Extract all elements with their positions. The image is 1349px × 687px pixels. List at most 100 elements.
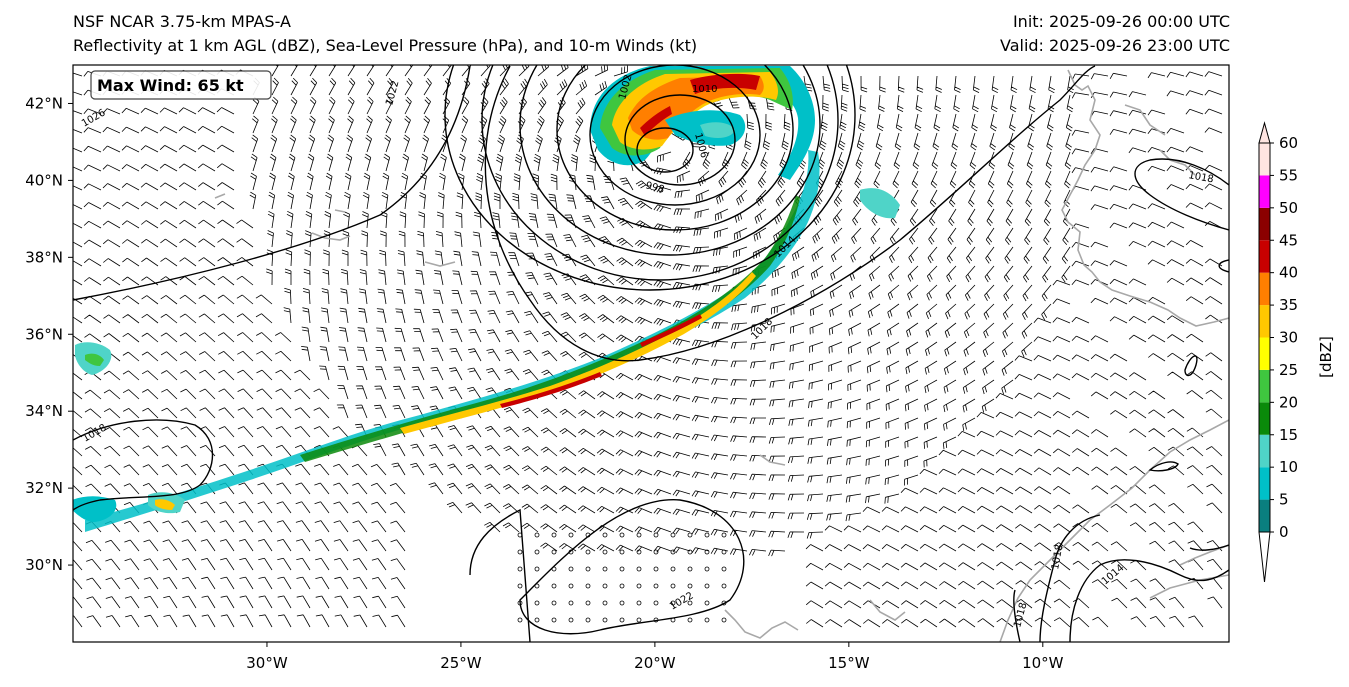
calm-wind-marker <box>568 600 574 606</box>
svg-text:1018: 1018 <box>1050 544 1065 571</box>
calm-wind-marker <box>670 549 676 555</box>
lat-tick-label: 32°N <box>25 479 63 497</box>
calm-wind-marker <box>704 566 710 572</box>
calm-wind-marker <box>517 617 523 623</box>
calm-wind-marker <box>551 600 557 606</box>
calm-wind-marker <box>636 549 642 555</box>
calm-wind-marker <box>670 600 676 606</box>
cyclone-reflectivity <box>590 66 815 180</box>
calm-wind-marker <box>636 583 642 589</box>
longitude-axis: 30°W 25°W 20°W 15°W 10°W <box>246 642 1064 672</box>
colorbar-tick-label: 10 <box>1279 458 1298 476</box>
colorbar-bin <box>1259 337 1270 370</box>
calm-wind-marker <box>517 566 523 572</box>
wind-barb-lines <box>73 65 1223 628</box>
calm-wind-marker <box>687 600 693 606</box>
colorbar-tick-label: 30 <box>1279 329 1298 347</box>
calm-wind-marker <box>551 549 557 555</box>
calm-wind-marker <box>721 566 727 572</box>
coastlines <box>214 69 1229 642</box>
calm-wind-marker <box>687 583 693 589</box>
colorbar-tick-label: 55 <box>1279 166 1298 184</box>
reflectivity-band <box>73 150 900 532</box>
calm-wind-marker <box>551 617 557 623</box>
calm-wind-marker <box>517 549 523 555</box>
calm-wind-marker <box>585 583 591 589</box>
colorbar-bin <box>1259 434 1270 468</box>
calm-wind-marker <box>585 566 591 572</box>
lat-tick-label: 42°N <box>25 94 63 112</box>
colorbar-tick-label: 35 <box>1279 296 1298 314</box>
calm-wind-marker <box>534 549 540 555</box>
calm-wind-marker <box>534 566 540 572</box>
calm-wind-marker <box>636 532 642 538</box>
calm-wind-marker <box>687 566 693 572</box>
colorbar-tick-label: 0 <box>1279 523 1289 541</box>
calm-wind-marker <box>721 549 727 555</box>
map-frame <box>72 64 1230 643</box>
calm-wind-marker <box>619 617 625 623</box>
lon-tick-label: 15°W <box>828 654 870 672</box>
colorbar-tick-label: 50 <box>1279 199 1298 217</box>
calm-wind-marker <box>653 600 659 606</box>
calm-wind-marker <box>687 617 693 623</box>
lat-tick-label: 30°N <box>25 556 63 574</box>
calm-wind-marker <box>721 583 727 589</box>
lat-tick-label: 36°N <box>25 325 63 343</box>
calm-wind-marker <box>704 583 710 589</box>
colorbar-tick-label: 5 <box>1279 491 1289 509</box>
lat-tick-label: 34°N <box>25 402 63 420</box>
colorbar-tick-label: 40 <box>1279 264 1298 282</box>
colorbar-tick-label: 20 <box>1279 393 1298 411</box>
max-wind-label: Max Wind: 65 kt <box>97 76 244 95</box>
calm-wind-marker <box>602 600 608 606</box>
calm-wind-marker <box>704 617 710 623</box>
calm-wind-marker <box>704 600 710 606</box>
colorbar-bin <box>1259 305 1270 338</box>
calm-wind-marker <box>568 583 574 589</box>
calm-wind-marker <box>653 583 659 589</box>
calm-wind-marker <box>602 566 608 572</box>
colorbar-tick-label: 25 <box>1279 361 1298 379</box>
calm-wind-marker <box>721 617 727 623</box>
colorbar-max-extend <box>1258 121 1271 144</box>
colorbar-min-extend <box>1258 531 1271 583</box>
reflectivity-colorbar: 0 5 10 15 20 25 30 35 40 45 50 55 60 [dBZ] <box>1258 121 1335 583</box>
calm-wind-marker <box>534 532 540 538</box>
lon-tick-label: 30°W <box>246 654 288 672</box>
model-title: NSF NCAR 3.75-km MPAS-A <box>73 12 291 31</box>
calm-wind-marker <box>534 617 540 623</box>
calm-wind-marker <box>653 532 659 538</box>
calm-wind-marker <box>568 617 574 623</box>
calm-wind-marker <box>551 583 557 589</box>
colorbar-bin <box>1259 467 1270 500</box>
fields-subtitle: Reflectivity at 1 km AGL (dBZ), Sea-Leve… <box>73 36 698 55</box>
colorbar-bin <box>1259 240 1270 273</box>
calm-wind-marker <box>704 532 710 538</box>
max-wind-box: Max Wind: 65 kt <box>90 70 272 100</box>
calm-wind-marker <box>670 583 676 589</box>
calm-wind-marker <box>568 566 574 572</box>
calm-wind-marker <box>636 600 642 606</box>
calm-wind-marker <box>602 583 608 589</box>
calm-wind-marker <box>619 583 625 589</box>
lon-tick-label: 20°W <box>634 654 676 672</box>
calm-wind-marker <box>653 566 659 572</box>
calm-wind-marker <box>619 549 625 555</box>
colorbar-tick-label: 15 <box>1279 426 1298 444</box>
colorbar-bin <box>1259 499 1270 532</box>
calm-wind-marker <box>670 566 676 572</box>
svg-text:1010: 1010 <box>692 84 717 95</box>
colorbar-label: [dBZ] <box>1317 336 1335 378</box>
init-time: Init: 2025-09-26 00:00 UTC <box>1012 12 1230 31</box>
calm-wind-marker <box>619 566 625 572</box>
colorbar-tick-label: 60 <box>1279 134 1298 152</box>
calm-wind-marker <box>568 532 574 538</box>
calm-wind-marker <box>517 583 523 589</box>
colorbar-bin <box>1259 402 1270 435</box>
calm-wind-marker <box>687 549 693 555</box>
calm-wind-marker <box>670 532 676 538</box>
calm-wind-marker <box>704 549 710 555</box>
calm-wind-marker <box>602 617 608 623</box>
